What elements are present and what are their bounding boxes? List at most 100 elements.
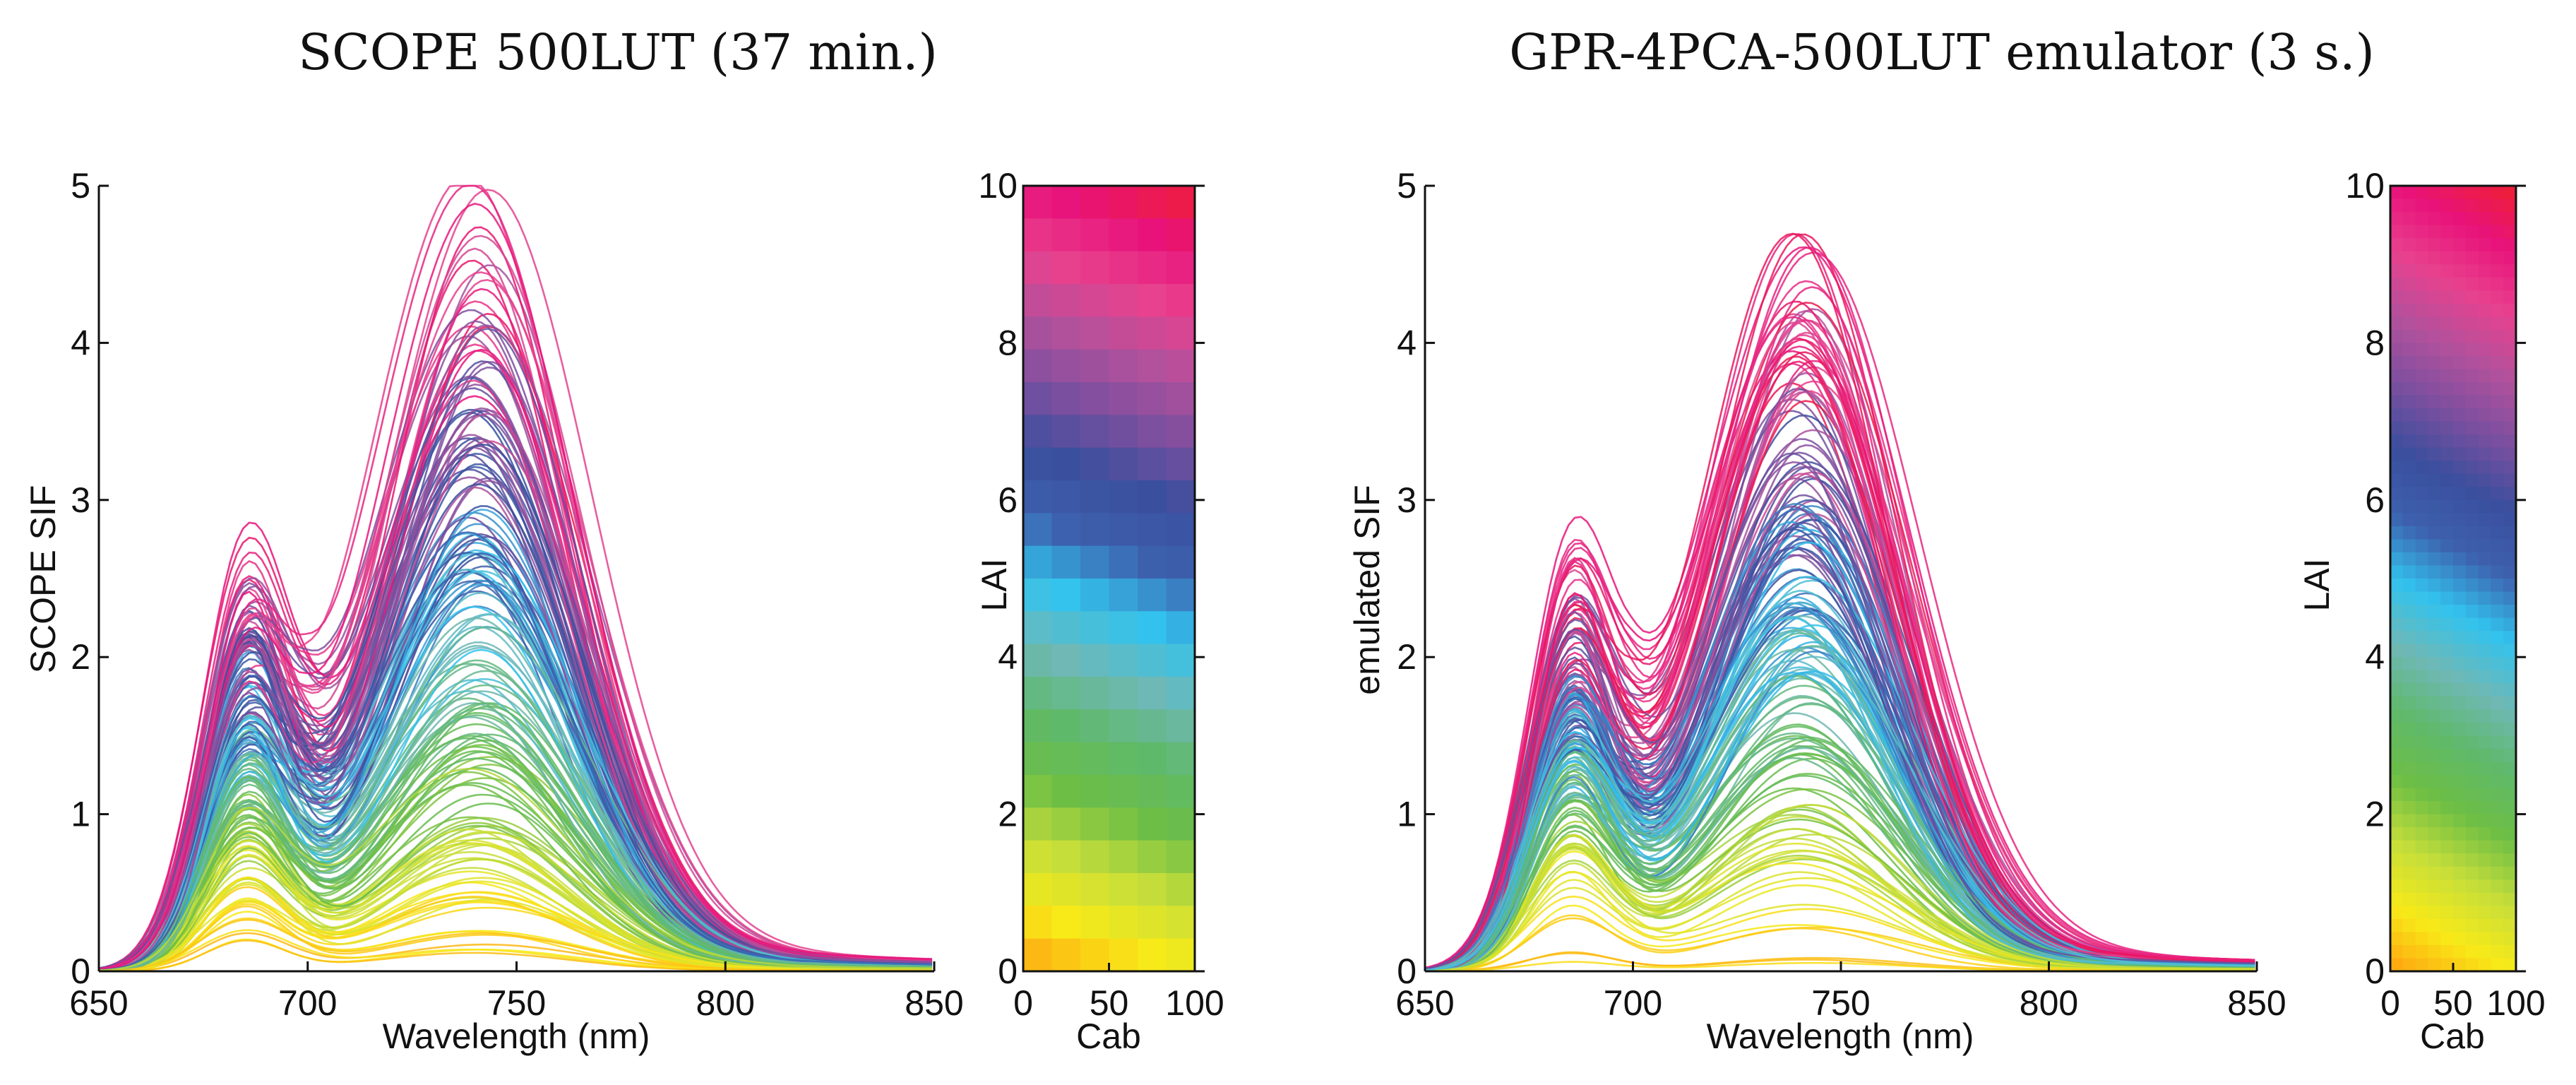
chart-right-series-line — [1424, 615, 2255, 971]
colorbar-right-cell — [2428, 499, 2441, 514]
colorbar-right-cell — [2453, 906, 2467, 920]
colorbar-right-cell — [2465, 513, 2479, 527]
colorbar-right-cell — [2415, 408, 2429, 422]
colorbar-left-cell — [1109, 415, 1138, 449]
colorbar-right-cell — [2478, 186, 2492, 200]
colorbar-left-cell — [1080, 316, 1110, 350]
colorbar-right-cell — [2428, 408, 2441, 422]
colorbar-right-cell — [2453, 487, 2467, 501]
colorbar-right-cell — [2415, 225, 2429, 239]
colorbar-left-cell — [1109, 284, 1138, 318]
colorbar-right-cell — [2440, 264, 2454, 278]
colorbar-right-cell — [2478, 761, 2492, 776]
colorbar-right-cell — [2415, 499, 2429, 514]
colorbar-right-cell — [2402, 918, 2416, 933]
colorbar-right-cell — [2390, 421, 2404, 435]
colorbar-right-cell — [2453, 290, 2467, 304]
colorbar-left-cell — [1166, 644, 1195, 677]
colorbar-right-cell — [2491, 617, 2504, 632]
colorbar-right-cell — [2415, 198, 2429, 213]
colorbar-right-cell — [2453, 251, 2467, 265]
colorbar-right-cell — [2415, 487, 2429, 501]
chart-right-series-line — [1424, 321, 2255, 971]
colorbar-left-cell — [1080, 677, 1110, 711]
colorbar-right-cell — [2428, 434, 2441, 449]
colorbar-right-cell — [2478, 735, 2492, 749]
colorbar-right-cell — [2440, 473, 2454, 488]
colorbar-right-cell — [2440, 683, 2454, 697]
colorbar-right-cell — [2478, 892, 2492, 907]
colorbar-left-cell — [1166, 677, 1195, 711]
colorbar-left-cell — [1051, 480, 1081, 514]
colorbar-right-cell — [2440, 788, 2454, 802]
colorbar-left-cell — [1051, 251, 1081, 285]
chart-left-series-line — [98, 876, 933, 972]
colorbar-right-cell — [2402, 892, 2416, 907]
colorbar-right-x-tick-label: 100 — [2486, 983, 2545, 1023]
colorbar-right-cell — [2478, 552, 2492, 567]
colorbar-right-cell — [2428, 605, 2441, 619]
colorbar-right-cell — [2465, 958, 2479, 972]
colorbar-right-cell — [2415, 958, 2429, 972]
colorbar-left-cell — [1023, 349, 1053, 383]
colorbar-right-cell — [2491, 827, 2504, 841]
colorbar-right-cell — [2390, 198, 2404, 213]
chart-right-y-ticks: 0 1 2 3 4 5 — [1397, 166, 1435, 991]
colorbar-right-cell — [2465, 788, 2479, 802]
chart-left-series-line — [98, 271, 933, 971]
colorbar-left-cell — [1023, 938, 1053, 972]
colorbar-right-cell — [2428, 238, 2441, 252]
colorbar-right-cell — [2453, 644, 2467, 658]
colorbar-right-cell — [2478, 814, 2492, 828]
colorbar-right-cell — [2415, 277, 2429, 292]
colorbar-left-cell — [1051, 644, 1081, 677]
colorbar-right-cell — [2428, 461, 2441, 475]
colorbar-right-cell — [2453, 827, 2467, 841]
colorbar-right-cell — [2390, 434, 2404, 449]
colorbar-right-cell — [2478, 264, 2492, 278]
colorbar-right-cell — [2440, 722, 2454, 737]
colorbar-right-cell — [2453, 382, 2467, 396]
colorbar-left-cell — [1109, 775, 1138, 809]
colorbar-left-cell — [1166, 186, 1195, 220]
colorbar-right-cell — [2453, 788, 2467, 802]
colorbar-right-cell — [2390, 918, 2404, 933]
colorbar-right-cell — [2465, 735, 2479, 749]
colorbar-left-cell — [1138, 775, 1167, 809]
colorbar-right-cell — [2453, 761, 2467, 776]
colorbar-left-cell — [1023, 284, 1053, 318]
colorbar-right-cell — [2440, 775, 2454, 789]
colorbar-left-cell — [1138, 415, 1167, 449]
colorbar-right-cell — [2390, 657, 2404, 671]
colorbar-right-cell — [2478, 840, 2492, 854]
colorbar-left-cell — [1166, 480, 1195, 514]
colorbar-right-cell — [2478, 434, 2492, 449]
colorbar-right-cell — [2503, 631, 2517, 645]
colorbar-left-cell — [1166, 251, 1195, 285]
colorbar-right-cell — [2390, 343, 2404, 357]
colorbar-right-cell — [2503, 277, 2517, 292]
colorbar-right-cell — [2503, 290, 2517, 304]
colorbar-right-cell — [2453, 565, 2467, 579]
colorbar-right-cell — [2491, 631, 2504, 645]
colorbar-left-cell — [1023, 186, 1053, 220]
colorbar-right-cell — [2453, 958, 2467, 972]
colorbar-right-cell — [2428, 670, 2441, 684]
colorbar-right-cell — [2402, 303, 2416, 318]
colorbar-right-cell — [2503, 944, 2517, 959]
colorbar-right-cell — [2453, 722, 2467, 737]
colorbar-right-cell — [2503, 461, 2517, 475]
chart-left-x-label: Wavelength (nm) — [383, 1016, 650, 1056]
colorbar-right-cell — [2478, 526, 2492, 540]
colorbar-right-cell — [2453, 473, 2467, 488]
colorbar-right-cell — [2503, 225, 2517, 239]
colorbar-right-cell — [2428, 552, 2441, 567]
colorbar-right-cell — [2440, 944, 2454, 959]
colorbar-right-cell — [2491, 657, 2504, 671]
colorbar-right-cell — [2390, 461, 2404, 475]
colorbar-right-cell — [2503, 605, 2517, 619]
colorbar-right-cell — [2453, 801, 2467, 815]
colorbar-right-cell — [2402, 958, 2416, 972]
colorbar-right-cell — [2440, 355, 2454, 370]
colorbar-right-cell — [2503, 683, 2517, 697]
